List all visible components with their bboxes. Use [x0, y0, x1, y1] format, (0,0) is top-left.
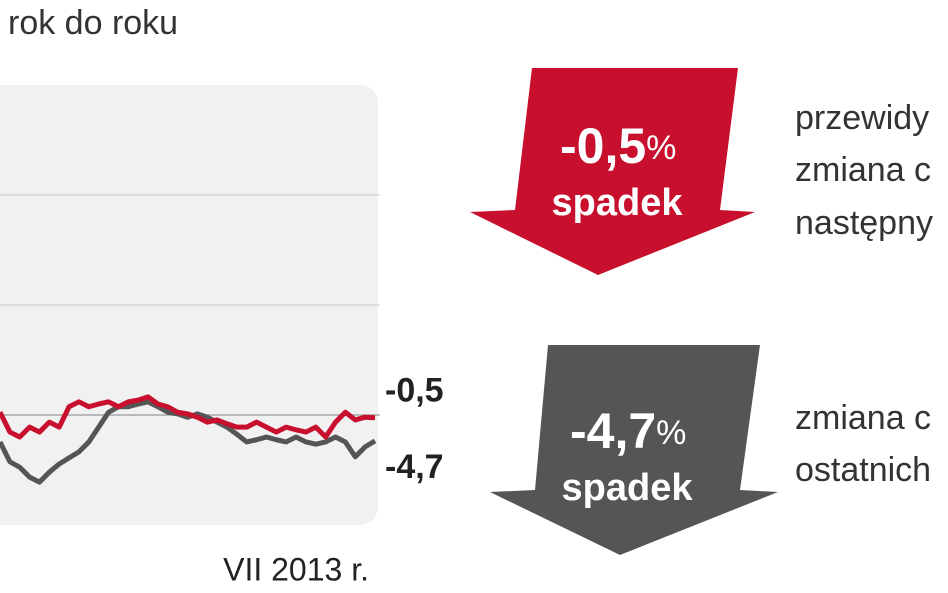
callout-text: następny [795, 204, 933, 242]
series-line [0, 399, 377, 485]
callout-word: spadek [562, 467, 694, 509]
callout-value: -4,7% [570, 403, 686, 459]
end-label: -0,5 [385, 372, 444, 410]
arrow [470, 68, 755, 275]
callout-word: spadek [552, 182, 684, 224]
callout-text: zmiana c [795, 151, 931, 189]
unit-text: % [656, 414, 686, 452]
x-tick-label: VII 2013 r. [223, 551, 369, 587]
end-label: -4,7 [385, 448, 444, 486]
arrow [490, 345, 778, 555]
unit-text: % [646, 129, 676, 167]
callout-text: przewidy [795, 99, 929, 137]
value-text: -0,5 [560, 118, 646, 174]
callout-text: ostatnich [795, 451, 931, 489]
callout-text: zmiana c [795, 399, 931, 437]
subtitle: rok do roku [8, 4, 178, 42]
value-text: -4,7 [570, 403, 656, 459]
series-line [0, 394, 376, 440]
callout-value: -0,5% [560, 118, 676, 174]
